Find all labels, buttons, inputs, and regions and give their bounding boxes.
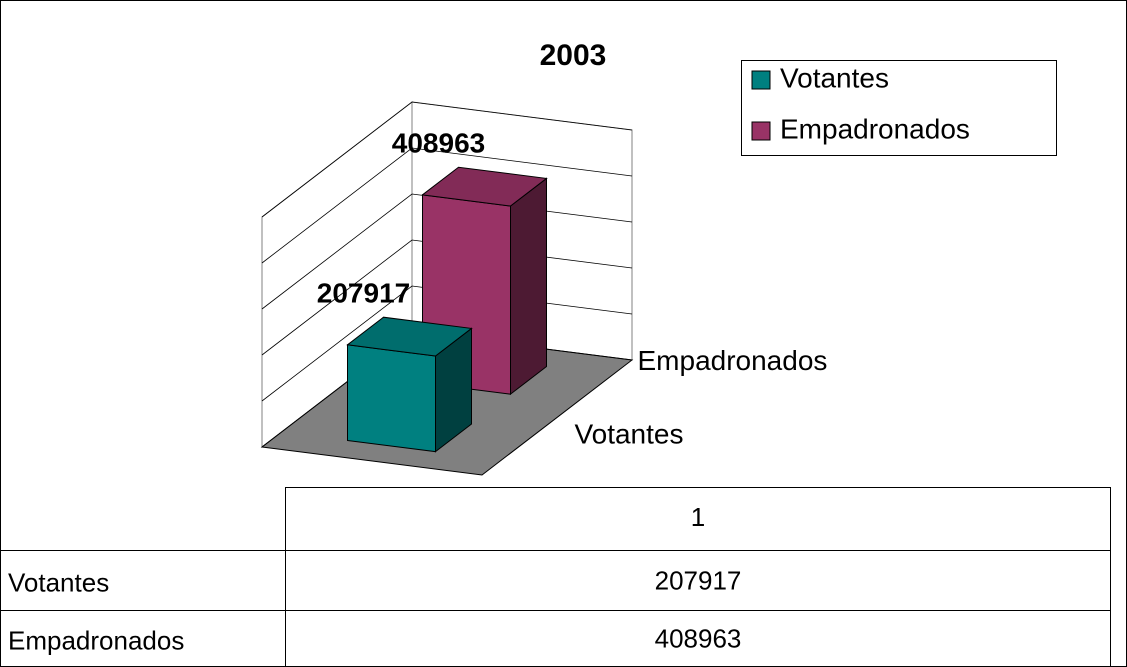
bar-top (346, 316, 473, 357)
grid-line (261, 147, 633, 264)
legend-label: Votantes (780, 62, 889, 93)
grid-line (261, 101, 633, 218)
depth-label: Votantes (575, 419, 684, 450)
depth-label: Empadronados (638, 345, 828, 376)
table-header: 1 (691, 502, 705, 532)
data-label: 408963 (392, 128, 485, 159)
grid-line (261, 193, 633, 310)
table-value: 408963 (655, 623, 742, 653)
data-label: 207917 (317, 278, 410, 309)
bar-front (347, 344, 436, 453)
legend-label: Empadronados (780, 113, 970, 144)
chart-title: 2003 (540, 39, 607, 72)
table-value: 207917 (655, 565, 742, 595)
legend-swatch (751, 121, 771, 141)
bar-top (421, 166, 548, 207)
grid-line (261, 239, 633, 356)
legend-swatch (751, 70, 771, 90)
table-row-label: Empadronados (8, 625, 184, 655)
table-row-label: Votantes (8, 567, 109, 597)
legend-box (741, 60, 1057, 156)
bar-side (510, 177, 547, 396)
grid-line (261, 285, 633, 402)
